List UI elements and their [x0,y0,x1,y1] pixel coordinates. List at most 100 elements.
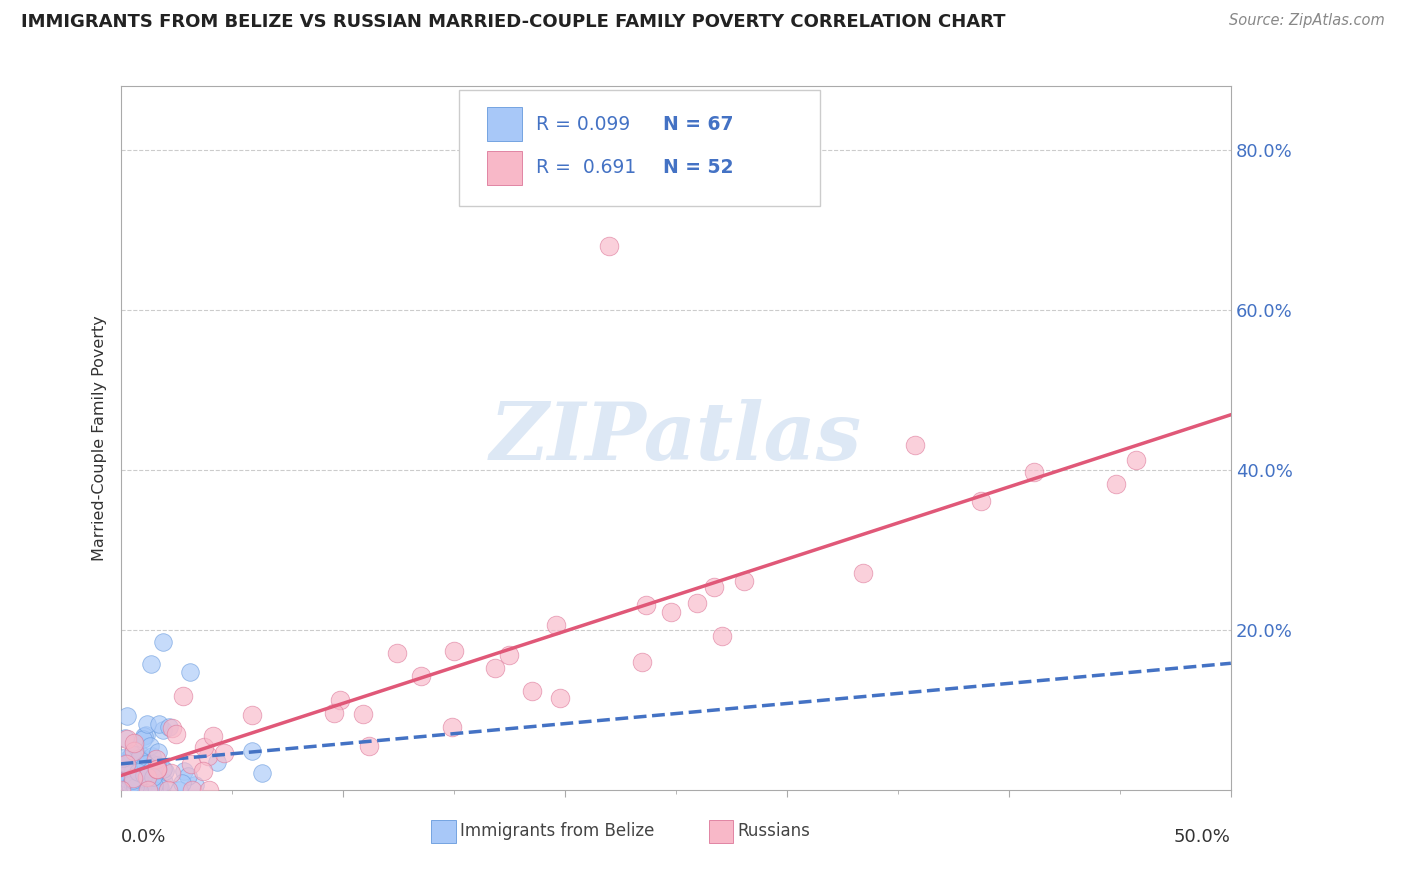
Text: N = 52: N = 52 [664,159,734,178]
Point [152,635,174,649]
Text: Source: ZipAtlas.com: Source: ZipAtlas.com [1229,13,1385,29]
Point [118,751,141,765]
Point [142,770,165,784]
Point [1105,476,1128,491]
Point [240,744,263,758]
FancyBboxPatch shape [460,90,820,206]
Bar [432,820,456,843]
Point [733,574,755,588]
Point [544,618,567,632]
Text: N = 67: N = 67 [664,115,734,134]
Point [122,764,145,778]
Text: 50.0%: 50.0% [1174,829,1230,847]
Point [124,780,146,795]
Point [142,757,165,772]
Point [132,729,155,743]
Point [202,729,225,743]
Point [122,744,145,758]
Point [114,731,136,745]
Point [112,766,135,780]
Point [112,751,135,765]
Point [135,769,157,783]
Point [134,768,156,782]
Point [385,646,408,660]
Point [128,747,150,762]
Point [172,689,194,703]
Point [409,669,432,683]
Point [128,768,150,782]
Point [128,757,150,772]
Point [153,775,176,789]
Point [1024,466,1046,480]
FancyBboxPatch shape [486,107,523,141]
Point [1125,453,1147,467]
Point [122,778,145,792]
Point [128,782,150,797]
Point [630,656,652,670]
Text: 0.0%: 0.0% [121,829,166,847]
Point [136,771,159,785]
Point [114,756,136,770]
Point [127,761,149,775]
Point [165,726,187,740]
Point [115,757,138,772]
Point [240,707,263,722]
Point [159,765,181,780]
Text: Russians: Russians [738,822,811,840]
Point [115,731,138,746]
Point [160,721,183,735]
Point [329,692,352,706]
Point [122,770,145,784]
Point [121,773,143,788]
Point [121,747,143,762]
Point [120,778,142,792]
Point [157,720,180,734]
Point [152,762,174,776]
Point [440,720,463,734]
Point [124,774,146,789]
Point [157,782,180,797]
Point [118,756,141,771]
Point [122,736,145,750]
Point [115,772,138,786]
Point [145,752,167,766]
Text: ZIPatlas: ZIPatlas [489,400,862,477]
Bar [709,820,734,843]
Point [139,739,162,753]
Point [212,747,235,761]
Point [141,657,163,672]
Text: IMMIGRANTS FROM BELIZE VS RUSSIAN MARRIED-COUPLE FAMILY POVERTY CORRELATION CHAR: IMMIGRANTS FROM BELIZE VS RUSSIAN MARRIE… [21,13,1005,31]
Point [852,566,875,581]
Point [121,778,143,792]
Point [127,772,149,787]
Point [122,771,145,785]
Point [146,763,169,777]
Point [142,779,165,793]
Point [110,782,132,797]
Point [634,598,657,612]
Point [702,580,724,594]
Y-axis label: Married-Couple Family Poverty: Married-Couple Family Poverty [93,315,107,561]
Point [167,782,190,797]
Point [153,764,176,778]
Point [181,782,204,797]
Point [173,764,195,779]
Point [141,749,163,764]
Point [352,706,374,721]
Point [250,765,273,780]
Point [131,732,153,747]
Point [146,757,169,772]
Point [184,778,207,792]
Point [548,691,571,706]
Point [115,709,138,723]
Text: R =  0.691: R = 0.691 [536,159,636,178]
Point [170,776,193,790]
Point [135,717,157,731]
Point [149,780,172,794]
Point [205,755,228,769]
Point [323,706,346,721]
Point [193,740,215,755]
Point [132,762,155,776]
Point [359,739,381,753]
Point [443,644,465,658]
